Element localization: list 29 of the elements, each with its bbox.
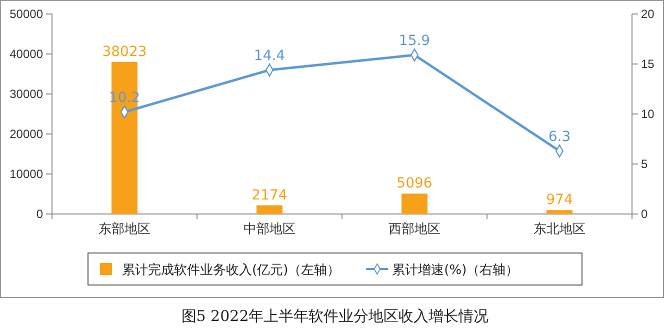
bar [546, 210, 572, 214]
x-tick-label: 东部地区 [98, 221, 150, 236]
y-tick-label: 20000 [10, 126, 44, 141]
data-label: 5096 [396, 176, 432, 192]
x-tick-label: 东北地区 [534, 221, 586, 236]
y2-tick-label: 15 [641, 56, 655, 71]
y-tick-label: 40000 [10, 46, 44, 61]
data-label: 2174 [252, 187, 288, 204]
data-label: 6.3 [548, 129, 571, 145]
legend-label: 累计完成软件业务收入(亿元)（左轴） [122, 262, 340, 278]
data-label: 15.9 [398, 33, 430, 49]
x-tick-label: 中部地区 [244, 221, 296, 236]
y2-tick-label: 0 [641, 206, 648, 221]
y2-tick-label: 20 [641, 6, 655, 21]
legend-label: 累计增速(%)（右轴） [392, 263, 519, 278]
bar [256, 205, 282, 214]
y2-tick-label: 10 [641, 106, 655, 121]
y-tick-label: 0 [36, 206, 44, 221]
data-label: 38023 [102, 44, 147, 60]
y2-tick-label: 5 [641, 156, 648, 171]
y-tick-label: 30000 [10, 86, 44, 101]
data-label: 974 [546, 192, 573, 208]
text: 图5 2022年上半年软件业分地区收入增长情况 [181, 307, 489, 325]
y-tick-label: 10000 [10, 166, 44, 181]
y-tick-label: 50000 [10, 6, 44, 21]
data-label: 14.4 [254, 48, 286, 64]
x-tick-label: 西部地区 [388, 221, 440, 236]
bar [402, 194, 428, 214]
bar [112, 62, 138, 214]
